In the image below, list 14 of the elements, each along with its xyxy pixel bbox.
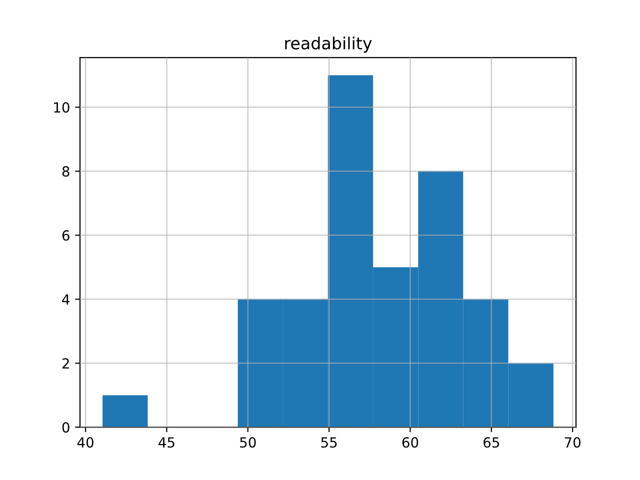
x-tick-label: 60 [402,437,418,448]
y-tick-label: 10 [54,102,70,113]
y-tick-label: 8 [62,166,70,177]
x-tick-label: 45 [158,437,174,448]
x-tick-label: 65 [484,437,500,448]
x-tick-label: 55 [321,437,337,448]
x-tick-label: 40 [77,437,94,448]
x-tick-label: 70 [564,437,581,448]
chart-title: readability [285,36,372,53]
y-tick-label: 0 [62,422,70,433]
x-tick-label: 50 [240,437,256,448]
y-tick-label: 2 [62,358,69,368]
y-tick-label: 4 [62,294,70,304]
y-tick-label: 6 [62,230,70,241]
